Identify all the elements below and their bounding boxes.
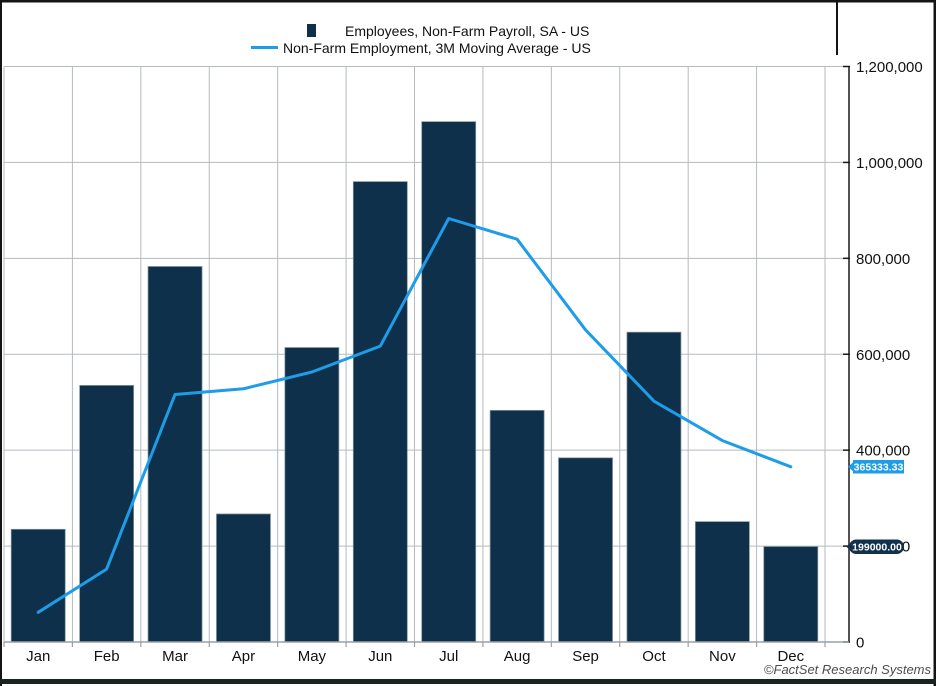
y-tick-label: 1,200,000 [856, 59, 923, 76]
month-label-nov: Nov [709, 648, 736, 665]
x-axis-labels: Jan Feb Mar Apr May Jun Jul Aug Sep Oct Nov Dec [26, 648, 805, 665]
frame-left [0, 0, 2, 686]
legend: Employees, Non-Farm Payroll, SA - US Non… [251, 23, 591, 56]
frame-top [0, 0, 936, 3]
bar-last-value-callout: 199000.00 [846, 539, 904, 554]
month-label-feb: Feb [94, 648, 120, 665]
month-label-may: May [298, 648, 327, 665]
moving-average-line[interactable] [36, 217, 793, 614]
month-label-sep: Sep [572, 648, 599, 665]
month-label-aug: Aug [504, 648, 531, 665]
y-tick-label: 1,000,000 [856, 155, 923, 172]
bar-dec[interactable] [763, 546, 819, 643]
callout-box [849, 539, 904, 554]
bar-last-value-text: 199000.00 [852, 542, 902, 554]
month-label-oct: Oct [642, 648, 666, 665]
bar-jul[interactable] [421, 121, 477, 643]
y-axis-labels: 0200,000400,000600,000800,0001,000,0001,… [856, 59, 923, 652]
legend-item-line-series[interactable]: Non-Farm Employment, 3M Moving Average -… [251, 40, 591, 56]
bar-series-legend-marker [307, 24, 316, 37]
bar-feb[interactable] [79, 385, 134, 643]
month-label-jun: Jun [368, 648, 392, 665]
bar-may[interactable] [284, 347, 340, 643]
bar-sep[interactable] [558, 457, 613, 643]
month-label-apr: Apr [232, 648, 255, 665]
y-tick-label: 400,000 [856, 443, 910, 460]
line-series-layer [36, 217, 793, 614]
bar-apr[interactable] [216, 513, 271, 643]
callout-box [853, 460, 904, 474]
line-last-value-callout: 365333.33 [848, 460, 904, 474]
bar-jun[interactable] [352, 181, 408, 643]
factset-copyright: ©FactSet Research Systems [764, 662, 932, 677]
bar-nov[interactable] [695, 521, 750, 643]
frame-right [933, 0, 936, 686]
frame-bottom [0, 679, 936, 684]
month-label-mar: Mar [162, 648, 188, 665]
y-tick-label: 0 [856, 635, 864, 652]
month-label-jul: Jul [439, 648, 458, 665]
line-series-legend-label: Non-Farm Employment, 3M Moving Average -… [283, 40, 591, 56]
bar-series-layer [10, 121, 819, 643]
y-tick-label: 600,000 [856, 347, 910, 364]
legend-item-bar-series[interactable]: Employees, Non-Farm Payroll, SA - US [307, 23, 589, 39]
bar-aug[interactable] [489, 409, 545, 643]
line-last-value-text: 365333.33 [854, 462, 904, 474]
callout-arrow [848, 461, 854, 473]
bar-series-legend-label: Employees, Non-Farm Payroll, SA - US [345, 23, 589, 39]
month-label-dec: Dec [777, 648, 804, 665]
bar-mar[interactable] [147, 266, 203, 643]
bar-jan[interactable] [10, 528, 66, 643]
month-label-jan: Jan [26, 648, 50, 665]
y-tick-label: 800,000 [856, 251, 910, 268]
bar-oct[interactable] [626, 331, 682, 643]
